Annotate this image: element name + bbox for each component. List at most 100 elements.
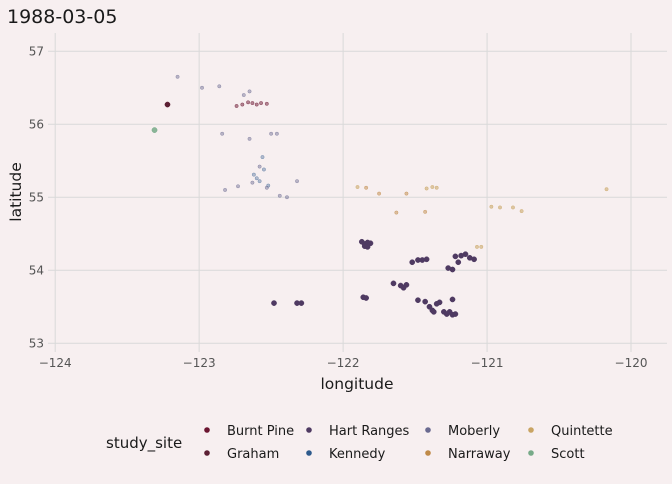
data-point: [404, 191, 409, 196]
legend-label: Quintette: [551, 424, 613, 439]
data-point: [236, 184, 240, 189]
legend-key: [425, 427, 431, 433]
data-point: [220, 131, 225, 136]
data-point: [269, 131, 274, 136]
data-point: [151, 127, 158, 133]
data-point: [604, 187, 609, 192]
data-point: [277, 193, 282, 198]
data-point: [285, 195, 289, 200]
grid: [48, 33, 667, 352]
data-point: [415, 297, 421, 304]
legend-label: Graham: [227, 447, 279, 462]
data-point: [274, 131, 279, 136]
legend-label: Scott: [551, 447, 585, 462]
legend-key: [528, 450, 534, 456]
data-point: [430, 185, 435, 189]
x-tick-label: −122: [327, 356, 360, 370]
legend-label: Hart Ranges: [329, 424, 410, 439]
data-point: [479, 244, 484, 249]
y-axis-label: latitude: [7, 162, 25, 221]
data-point: [247, 136, 252, 141]
data-point: [452, 311, 459, 317]
series-group: [355, 185, 609, 249]
series-group: [164, 101, 171, 108]
data-point: [430, 309, 437, 315]
data-point: [264, 101, 269, 106]
y-tick-label: 55: [29, 191, 44, 205]
data-point: [363, 295, 369, 301]
series-group: [251, 155, 271, 188]
legend-key: [528, 427, 534, 433]
data-point: [498, 205, 502, 210]
data-point: [246, 100, 251, 105]
data-point: [260, 155, 265, 160]
legend-item: Narraway: [425, 447, 511, 462]
legend-key: [425, 450, 431, 456]
y-tick-label: 56: [29, 118, 44, 132]
legend-item: Moberly: [425, 424, 500, 439]
series-group: [151, 127, 158, 133]
legend-item: Burnt Pine: [204, 424, 294, 439]
legend-item: Hart Ranges: [306, 424, 410, 439]
data-point: [217, 84, 222, 89]
data-point: [511, 205, 515, 210]
series-group: [175, 74, 299, 200]
y-axis-ticks: 53 54 55 56 57: [29, 45, 44, 351]
chart-title: 1988-03-05: [7, 6, 117, 28]
data-point: [295, 179, 299, 184]
x-tick-label: −120: [615, 356, 648, 370]
data-point: [250, 101, 255, 106]
series-group: [271, 238, 477, 318]
data-point: [364, 244, 371, 250]
data-point: [164, 101, 171, 108]
legend-key: [306, 450, 312, 456]
x-tick-label: −121: [471, 356, 504, 370]
data-point: [200, 85, 204, 90]
x-axis-ticks: −124 −123 −122 −121 −120: [39, 356, 648, 370]
data-point: [449, 266, 456, 273]
data-point: [247, 89, 252, 94]
data-point: [250, 180, 255, 185]
legend-key: [204, 450, 210, 456]
points: [151, 74, 609, 318]
x-axis-label: longitude: [320, 375, 393, 393]
y-tick-label: 53: [29, 337, 44, 351]
y-tick-label: 57: [29, 45, 44, 59]
legend: study_site Burnt Pine Graham Hart Ranges Ke…: [106, 424, 613, 462]
data-point: [355, 185, 360, 189]
legend-item: Scott: [528, 447, 585, 462]
data-point: [475, 244, 479, 249]
series-group: [364, 185, 428, 215]
data-point: [462, 251, 469, 258]
data-point: [423, 256, 430, 263]
data-point: [254, 176, 259, 181]
legend-label: Moberly: [448, 424, 500, 439]
data-point: [390, 280, 397, 287]
data-point: [254, 102, 259, 107]
data-point: [234, 104, 239, 108]
data-point: [489, 204, 494, 209]
data-point: [452, 253, 459, 260]
data-point: [259, 101, 264, 106]
legend-item: Quintette: [528, 424, 613, 439]
data-point: [409, 259, 416, 266]
legend-label: Narraway: [448, 447, 511, 462]
data-point: [422, 298, 429, 305]
plot-panel: [48, 33, 667, 352]
legend-label: Burnt Pine: [227, 424, 294, 439]
data-point: [394, 210, 399, 215]
legend-item: Kennedy: [306, 447, 386, 462]
data-point: [251, 172, 256, 177]
data-point: [436, 299, 443, 306]
data-point: [377, 191, 382, 196]
data-point: [240, 102, 245, 107]
data-point: [271, 300, 277, 306]
data-point: [257, 164, 262, 169]
series-group: [234, 100, 269, 108]
data-point: [519, 209, 524, 214]
data-point: [261, 167, 266, 172]
x-tick-label: −123: [183, 356, 216, 370]
legend-key: [306, 427, 312, 433]
data-point: [364, 185, 369, 190]
